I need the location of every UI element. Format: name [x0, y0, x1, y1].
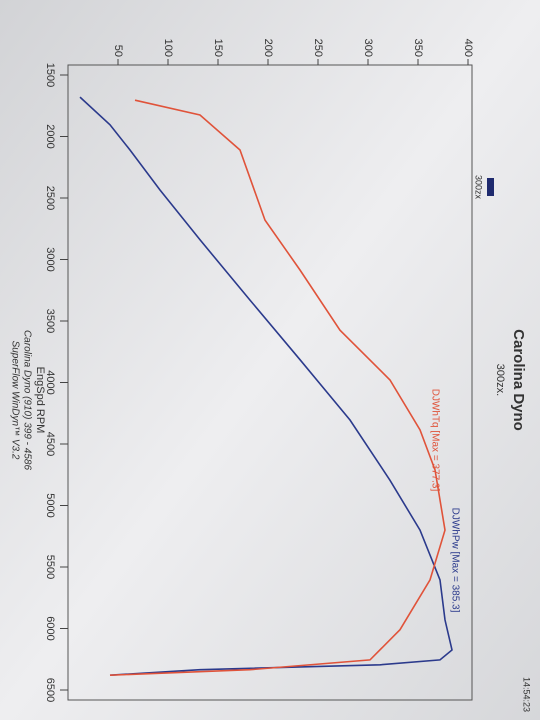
footer-line: Carolina Dyno (910) 399 - 4586: [21, 330, 32, 471]
y-tick-label: 150: [212, 39, 224, 57]
y-tick-label: 300: [362, 39, 374, 57]
series-label: DJWhPw [Max = 385.3]: [449, 508, 460, 613]
x-tick-label: 5500: [44, 555, 56, 579]
x-tick-label: 2500: [44, 186, 56, 210]
chart-title: Carolina Dyno: [510, 329, 527, 431]
x-tick-label: 6500: [44, 678, 56, 702]
line: [109, 99, 446, 676]
x-axis-label: EngSpd RPM: [34, 367, 46, 434]
rotated-sheet: Carolina Dyno 300zx. 300zx EngSpd RPM Ca…: [9, 39, 531, 712]
y-tick-label: 400: [462, 39, 474, 57]
x-tick-label: 3500: [44, 309, 56, 333]
y-tick-label: 200: [262, 39, 274, 57]
x-tick-label: 4500: [44, 432, 56, 456]
x-tick-label: 2000: [44, 124, 56, 148]
series-label: DJWhTq [Max = 377.3]: [429, 389, 440, 492]
x-tick-label: 6000: [44, 616, 56, 640]
x-tick-label: 1500: [44, 63, 56, 87]
legend-swatch: [487, 178, 494, 196]
y-tick-label: 50: [112, 45, 124, 57]
x-tick-label: 4000: [44, 370, 56, 394]
footer-line: SuperFlow WinDyn™ V3.2: [9, 341, 20, 460]
chart-subtitle: 300zx.: [494, 364, 506, 396]
legend-label: 300zx: [474, 175, 484, 200]
y-tick-label: 250: [312, 39, 324, 57]
line: [79, 96, 453, 676]
timestamp: 14:54:23: [522, 677, 532, 712]
y-tick-label: 350: [412, 39, 424, 57]
x-tick-label: 3000: [44, 247, 56, 271]
y-tick-label: 100: [162, 39, 174, 57]
x-tick-label: 5000: [44, 493, 56, 517]
